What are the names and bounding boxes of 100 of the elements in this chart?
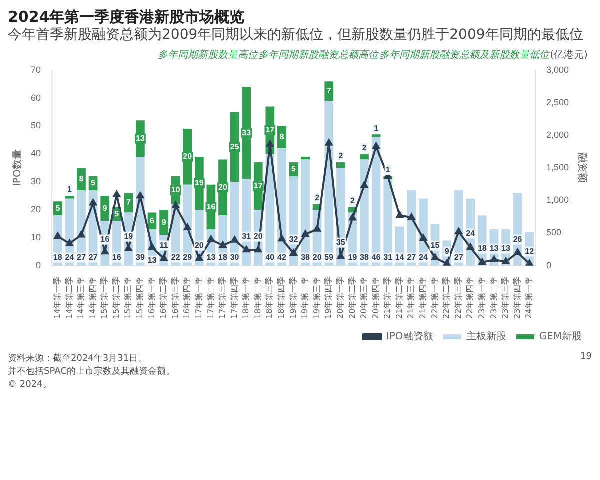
point — [326, 139, 333, 146]
data-label: 22 — [171, 252, 181, 262]
data-label: 31 — [384, 252, 394, 262]
data-label: 9 — [102, 204, 108, 213]
data-label: 16 — [100, 234, 110, 244]
data-label: 1 — [374, 124, 380, 133]
x-tick-label: 14年第四季 — [88, 276, 98, 319]
bar — [372, 134, 381, 138]
text: 多年同期新股融资总额高位 — [258, 48, 379, 62]
x-tick-label: 14年第三季 — [76, 276, 86, 319]
x-tick-label: 21年第一季 — [383, 276, 392, 319]
text: 并不包括SPAC的上市宗数及其融资金额。 — [8, 366, 175, 378]
point — [290, 249, 298, 256]
data-label: 24 — [419, 252, 428, 262]
data-label: 20 — [218, 182, 228, 192]
bar — [360, 154, 369, 160]
x-tick-label: 16年第二季 — [159, 276, 168, 319]
data-label: 38 — [301, 252, 311, 262]
data-label: 13 — [206, 252, 216, 262]
y-tick-label: 60 — [30, 92, 42, 103]
text: 多年同期新股数量高位 — [158, 48, 258, 62]
data-label: 1 — [67, 185, 72, 194]
x-tick-label: 19年第一季 — [288, 276, 298, 319]
data-label: 7 — [126, 198, 132, 208]
x-tick-label: 24年第一季 — [524, 276, 534, 319]
data-label: 19 — [348, 252, 358, 262]
y2-axis-title: 融资额 — [576, 152, 588, 183]
legend-label: GEM新股 — [539, 330, 582, 342]
point — [101, 248, 109, 254]
data-label: 9 — [162, 218, 167, 227]
point — [278, 234, 286, 242]
y-tick-label: 70 — [30, 64, 42, 75]
y2-tick-label: 1,000 — [546, 194, 570, 205]
data-label: 5 — [114, 209, 120, 218]
point — [90, 199, 97, 206]
x-tick-label: 16年第四季 — [182, 276, 192, 319]
data-label: 5 — [91, 178, 96, 188]
data-label: 17 — [254, 181, 264, 190]
y2-tick-label: 2,000 — [546, 130, 570, 140]
point — [266, 140, 274, 147]
data-label: 8 — [280, 132, 285, 142]
point — [314, 225, 321, 232]
data-label: 2 — [350, 196, 356, 206]
data-label: 18 — [53, 252, 63, 262]
x-tick-label: 17年第二季 — [206, 276, 216, 319]
x-tick-label: 17年第三季 — [218, 276, 228, 319]
x-tick-label: 15年第一季 — [100, 276, 110, 319]
point — [502, 258, 510, 264]
data-label: 13 — [148, 256, 158, 265]
bar — [242, 86, 251, 180]
x-tick-label: 20年第四季 — [371, 276, 380, 319]
data-label: 33 — [242, 128, 252, 138]
data-label: 19 — [194, 178, 204, 188]
point — [113, 190, 120, 198]
data-label: 27 — [88, 252, 98, 262]
x-tick-label: 20年第二季 — [348, 276, 357, 319]
x-tick-label: 18年第三季 — [265, 276, 274, 319]
data-label: 26 — [513, 234, 523, 244]
x-tick-label: 23年第三季 — [501, 276, 510, 319]
data-label: 13 — [502, 244, 511, 253]
point — [372, 142, 380, 149]
data-label: 27 — [454, 252, 464, 262]
point — [219, 241, 227, 248]
y-tick-label: 50 — [30, 120, 42, 131]
point — [160, 254, 168, 261]
data-label: 5 — [56, 204, 61, 213]
data-label: 35 — [336, 238, 346, 247]
data-label: 2 — [315, 193, 320, 202]
text: 多年同期新股融资总额及新股数量低位 — [379, 48, 550, 62]
x-tick-label: 18年第一季 — [242, 276, 251, 319]
x-tick-label: 17年第一季 — [194, 276, 204, 319]
text: (亿港元) — [550, 48, 588, 62]
x-tick-label: 19年第三季 — [312, 276, 322, 319]
data-label: 59 — [324, 252, 334, 262]
point — [514, 248, 522, 256]
x-tick-label: 19年第二季 — [300, 276, 310, 319]
x-tick-label: 21年第二季 — [394, 276, 404, 319]
data-label: 32 — [289, 234, 299, 244]
data-label: 25 — [230, 142, 240, 152]
data-label: 6 — [150, 216, 156, 226]
data-label: 30 — [230, 252, 240, 262]
bar — [301, 156, 310, 160]
data-label: 16 — [112, 252, 122, 262]
point — [467, 243, 474, 250]
point — [172, 202, 180, 208]
data-label: 29 — [183, 252, 193, 262]
point — [231, 236, 238, 243]
data-label: 20 — [254, 232, 264, 241]
text: © 2024。 — [8, 378, 53, 391]
x-tick-label: 22年第二季 — [442, 276, 452, 319]
data-label: 11 — [160, 240, 169, 250]
y2-tick-label: 500 — [546, 228, 562, 238]
point — [208, 236, 215, 242]
x-tick-label: 22年第一季 — [430, 276, 440, 319]
point — [490, 256, 498, 262]
y-tick-label: 40 — [30, 148, 42, 158]
x-tick-label: 22年第四季 — [466, 276, 475, 319]
data-label: 5 — [292, 164, 297, 174]
x-tick-label: 14年第二季 — [64, 276, 74, 319]
point — [455, 228, 462, 234]
